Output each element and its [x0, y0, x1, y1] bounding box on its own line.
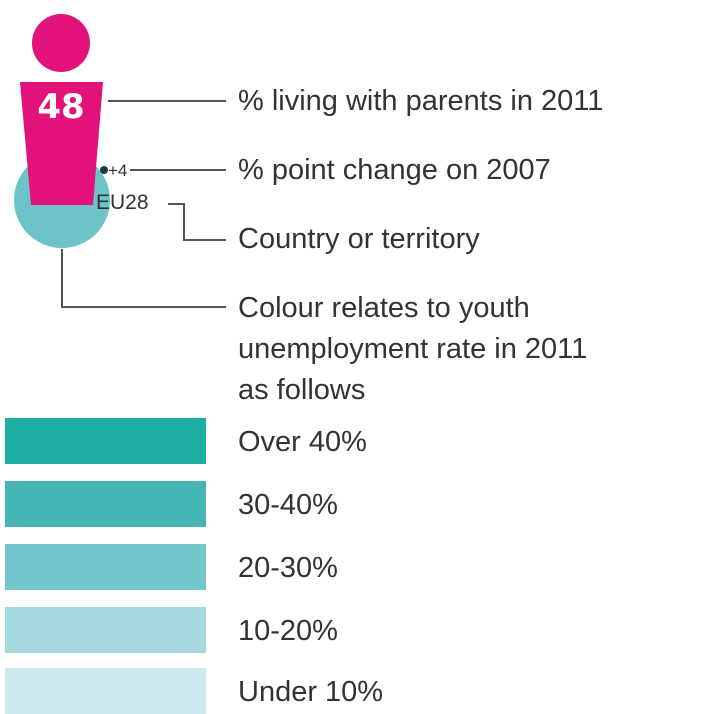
label-colour-relates: Colour relates to youth unemployment rat…: [238, 288, 587, 411]
leader-line-country: [168, 203, 226, 241]
scale-swatch-20-30: [5, 544, 206, 590]
scale-swatch-10-20: [5, 607, 206, 653]
label-colour-line-1: Colour relates to youth: [238, 292, 530, 324]
label-country: Country or territory: [238, 223, 480, 255]
scale-label-30-40: 30-40%: [238, 489, 338, 521]
scale-label-under-10: Under 10%: [238, 676, 384, 708]
label-colour-line-2: unemployment rate in 2011: [238, 333, 588, 365]
person-figure-icon: [20, 14, 103, 205]
scale-label-10-20: 10-20%: [238, 615, 338, 647]
scale-label-over-40: Over 40%: [238, 426, 367, 458]
figure-change: +4: [108, 161, 127, 180]
scale-swatch-under-10: [5, 668, 206, 714]
scale-swatch-over-40: [5, 418, 206, 464]
figure-country: EU28: [96, 191, 149, 214]
leader-line-colour: [61, 249, 226, 308]
label-colour-line-3: as follows: [238, 374, 366, 406]
label-living-with-parents: % living with parents in 2011: [238, 85, 604, 117]
change-marker-dot: [100, 166, 108, 174]
scale-label-20-30: 20-30%: [238, 552, 338, 584]
scale-swatch-30-40: [5, 481, 206, 527]
label-point-change: % point change on 2007: [238, 154, 551, 186]
figure-value: 48: [37, 87, 84, 127]
